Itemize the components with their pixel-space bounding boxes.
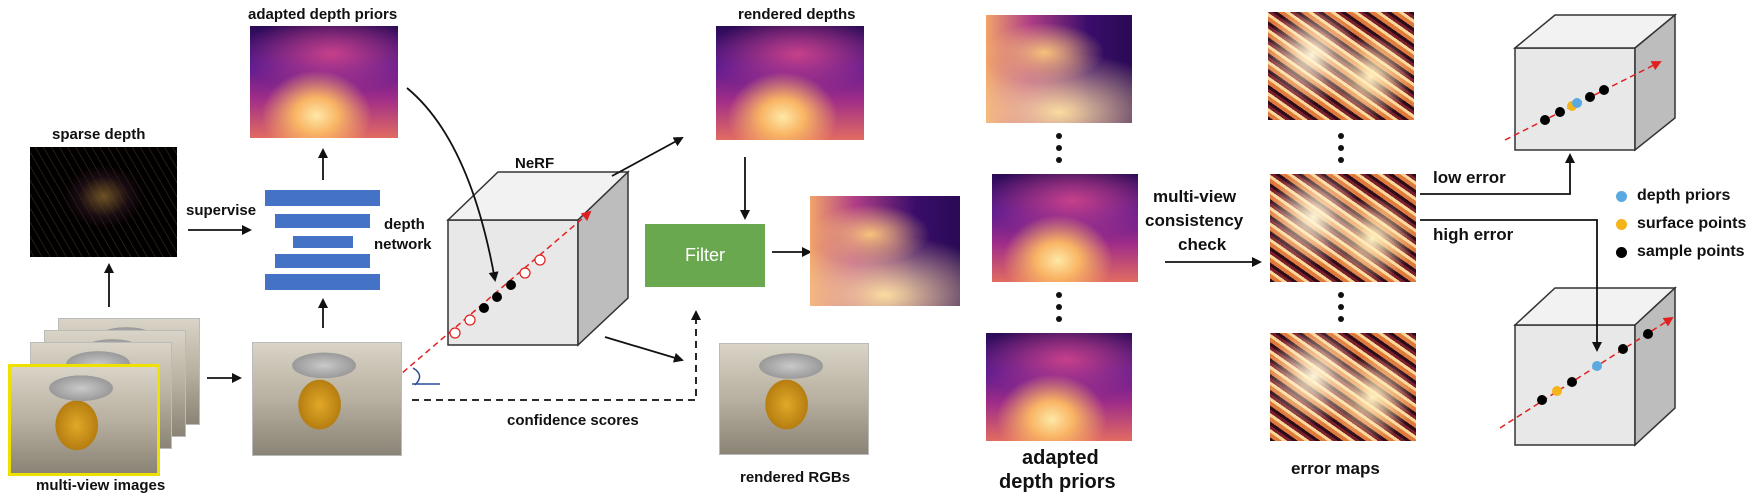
depth-network-label-1: depth (384, 216, 425, 233)
legend-label: depth priors (1637, 187, 1731, 204)
legend: depth priors surface points sample point… (1616, 182, 1746, 266)
legend-label: sample points (1637, 243, 1745, 260)
cube-high-error (1499, 286, 1677, 447)
low-error-label: low error (1433, 168, 1506, 187)
sparse-depth-image (30, 147, 177, 257)
flow-arrows (104, 87, 1602, 383)
error-map-1 (1268, 12, 1414, 120)
cube-low-error (1504, 13, 1678, 152)
adapted-depth-priors-bottom-1: adapted (1022, 447, 1099, 469)
filter-label: Filter (685, 245, 725, 265)
rendered-depth-image (716, 26, 864, 140)
legend-label: surface points (1637, 215, 1747, 232)
rendered-depths-label: rendered depths (738, 6, 856, 23)
filter-box: Filter (645, 224, 765, 287)
error-map-2 (1270, 174, 1416, 282)
legend-swatch-black-dot (1616, 246, 1627, 258)
adapted-depth-prior-image-top (250, 26, 398, 138)
mvc-label-2: consistency (1145, 211, 1244, 230)
depth-network-bars (265, 190, 380, 290)
depth-network-label-2: network (374, 236, 432, 253)
adapted-depth-prior-3 (986, 333, 1132, 441)
adapted-depth-prior-1 (986, 15, 1132, 123)
adapted-depth-priors-bottom-2: depth priors (999, 471, 1116, 493)
nerf-label: NeRF (515, 155, 555, 172)
mvc-label-3: check (1178, 235, 1227, 254)
rendered-rgbs-label: rendered RGBs (740, 469, 851, 486)
sparse-depth-label: sparse depth (52, 126, 146, 143)
filtered-depth-image (810, 196, 960, 306)
multi-view-image-front (8, 364, 160, 476)
nerf-cube (379, 170, 630, 393)
rendered-rgb-image (719, 343, 869, 455)
adapted-depth-prior-2 (992, 174, 1138, 282)
ellipsis-dots (1056, 133, 1344, 322)
adapted-depth-priors-top-label: adapted depth priors (248, 6, 398, 23)
confidence-dashed-arrow (412, 310, 701, 401)
legend-item-depth-priors: depth priors (1616, 182, 1746, 210)
legend-swatch-blue-dot (1616, 190, 1627, 202)
legend-swatch-yellow-dot (1616, 218, 1627, 230)
legend-item-surface-points: surface points (1616, 210, 1746, 238)
supervise-label: supervise (186, 202, 257, 219)
error-map-3 (1270, 333, 1416, 441)
input-rgb-image (252, 342, 402, 456)
legend-item-sample-points: sample points (1616, 238, 1746, 266)
confidence-scores-label: confidence scores (507, 412, 639, 429)
mvc-label-1: multi-view (1153, 187, 1237, 206)
multi-view-images-label: multi-view images (36, 477, 166, 494)
error-maps-label: error maps (1291, 459, 1380, 478)
high-error-label: high error (1433, 225, 1514, 244)
